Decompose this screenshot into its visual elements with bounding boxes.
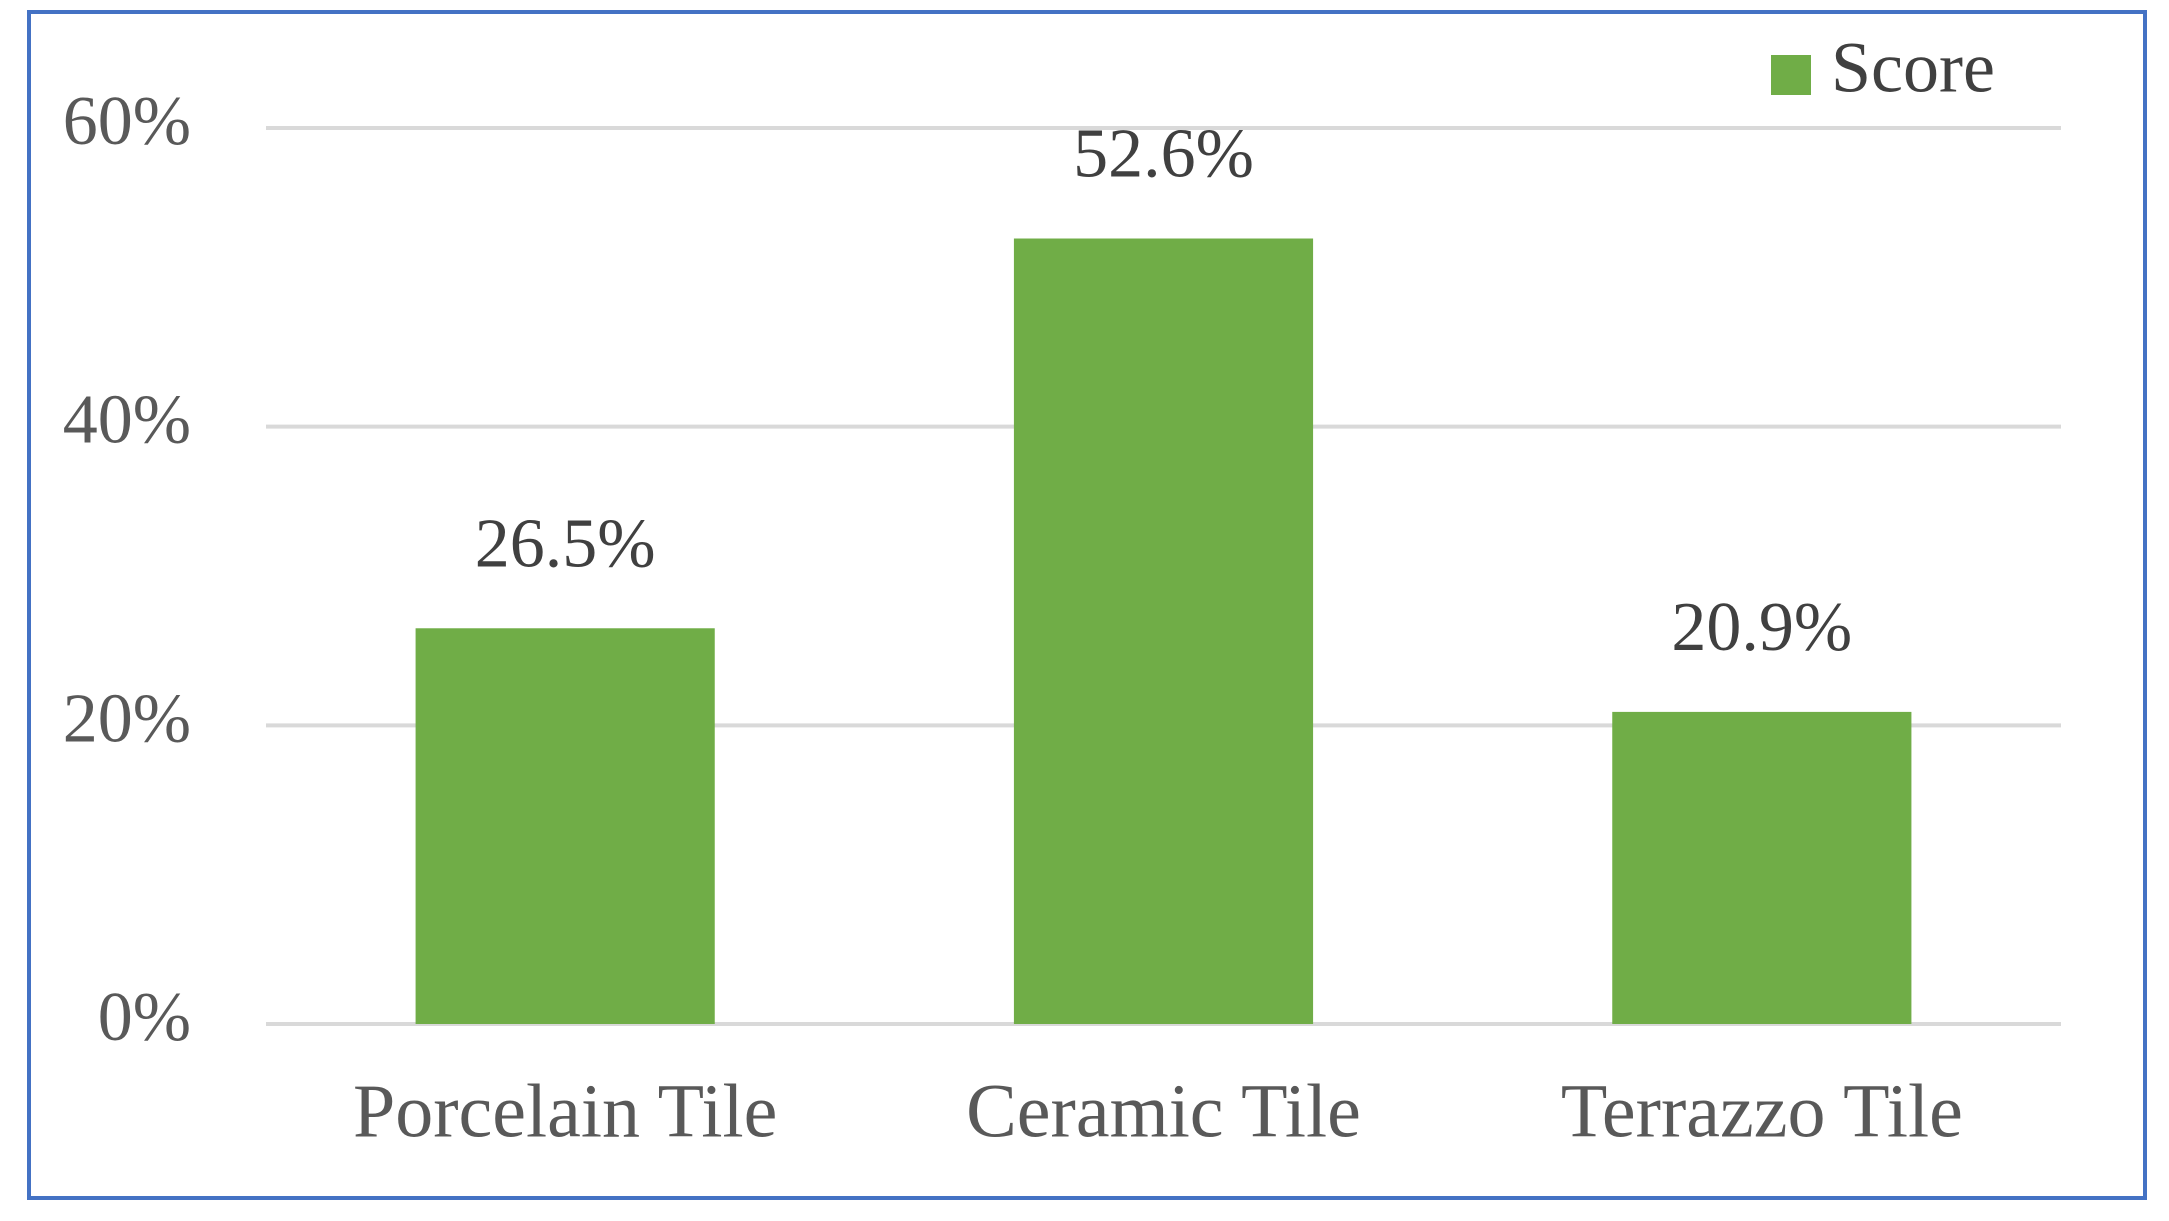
bar	[415, 628, 715, 1024]
legend-label: Score	[1831, 28, 1995, 108]
legend-swatch	[1771, 55, 1811, 95]
y-tick-label: 0%	[98, 979, 191, 1056]
x-tick-label: Terrazzo Tile	[1561, 1069, 1963, 1153]
value-label: 20.9%	[1671, 589, 1852, 666]
value-label: 52.6%	[1073, 116, 1254, 193]
y-tick-label: 60%	[63, 83, 191, 160]
x-tick-label: Ceramic Tile	[966, 1069, 1361, 1153]
y-tick-label: 20%	[63, 680, 191, 757]
x-tick-label: Porcelain Tile	[353, 1069, 777, 1153]
bar	[1013, 238, 1314, 1025]
y-tick-label: 40%	[63, 382, 191, 459]
bar	[1612, 711, 1912, 1024]
value-label: 26.5%	[475, 505, 656, 582]
